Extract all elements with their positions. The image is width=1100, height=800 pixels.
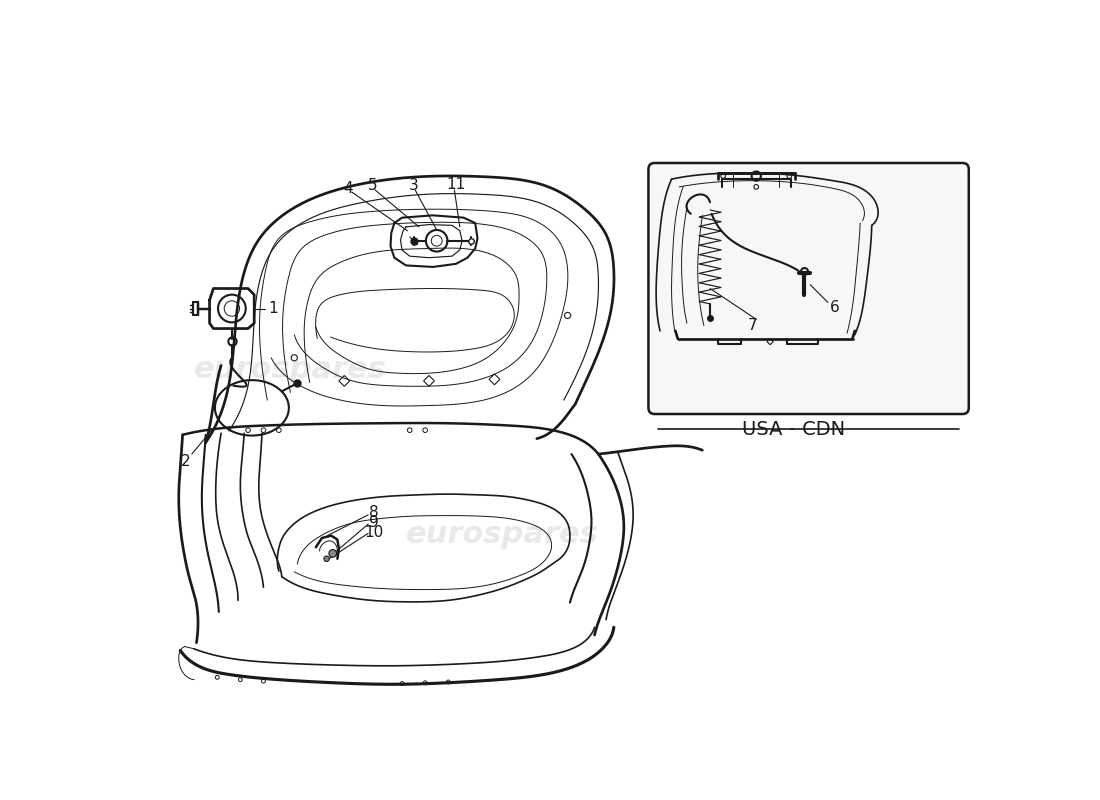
Text: 9: 9 [368,515,378,530]
Text: 1: 1 [268,301,277,316]
Text: USA - CDN: USA - CDN [741,420,845,439]
Text: 2: 2 [180,454,190,470]
Text: 7: 7 [748,318,757,333]
Text: 5: 5 [368,178,377,193]
Text: 11: 11 [447,177,465,192]
Circle shape [329,550,337,558]
Text: eurospares: eurospares [678,330,835,354]
Text: 6: 6 [829,300,839,315]
Text: 4: 4 [343,181,353,196]
Text: 8: 8 [368,505,378,520]
Text: 10: 10 [364,525,383,540]
Text: eurospares: eurospares [194,355,387,384]
FancyBboxPatch shape [649,163,969,414]
Text: eurospares: eurospares [406,521,598,550]
Text: 3: 3 [409,178,418,193]
Circle shape [323,556,329,562]
